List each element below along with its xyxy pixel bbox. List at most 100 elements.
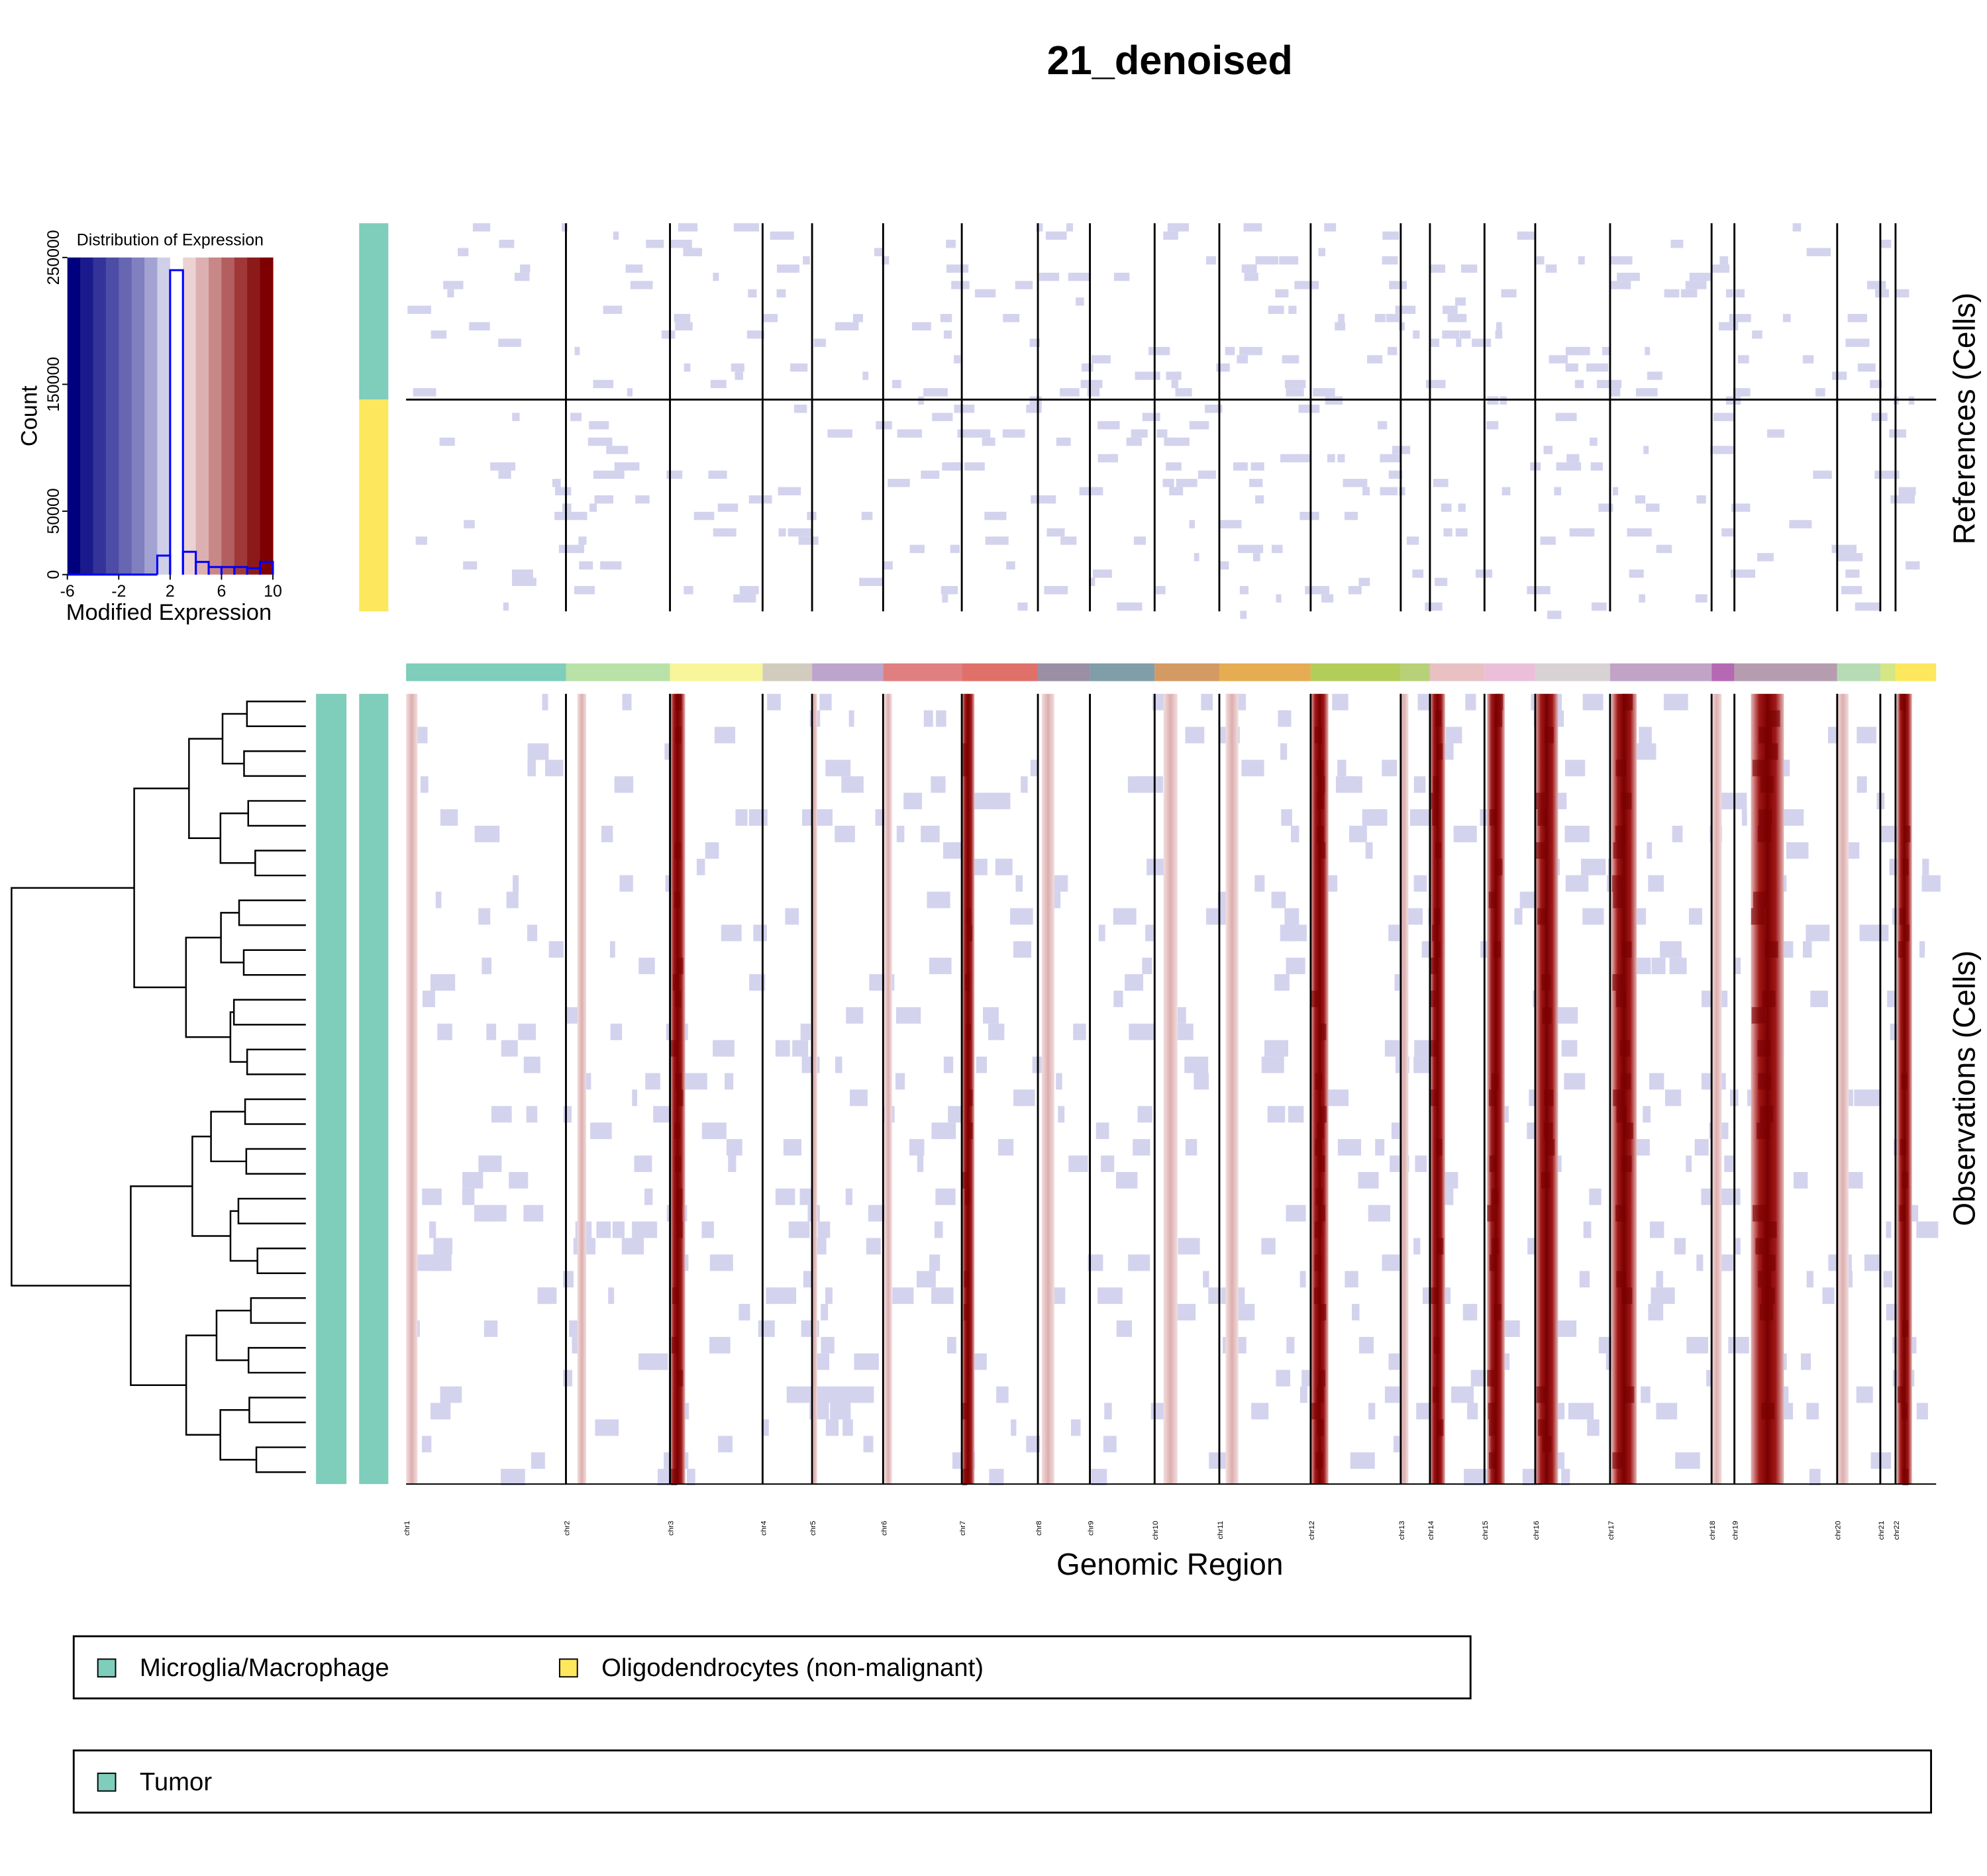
cell xyxy=(1225,346,1235,356)
cell xyxy=(431,330,447,339)
cell xyxy=(1299,1271,1306,1288)
observation-annotation xyxy=(316,693,347,1485)
cell xyxy=(414,726,428,744)
cell xyxy=(1166,371,1182,380)
cell xyxy=(520,264,531,273)
observation-annotation xyxy=(359,693,389,1485)
cell xyxy=(1045,231,1067,240)
cell xyxy=(882,561,893,570)
cell xyxy=(589,503,597,512)
cell xyxy=(1237,1304,1255,1321)
cell xyxy=(1809,1469,1821,1486)
cell xyxy=(1583,1221,1592,1238)
cell xyxy=(1857,776,1867,793)
cell xyxy=(1177,1007,1186,1024)
cell xyxy=(433,1238,452,1255)
gain-cell xyxy=(676,1188,683,1205)
gain-cell xyxy=(1537,809,1547,826)
cell xyxy=(921,825,940,842)
cell xyxy=(1857,363,1876,372)
cell xyxy=(421,1436,432,1453)
cell xyxy=(1648,875,1664,892)
cell xyxy=(621,1238,640,1255)
gain-stripe xyxy=(577,693,587,1485)
cell xyxy=(1169,487,1184,495)
x-axis-label: Modified Expression xyxy=(66,600,272,625)
dendrogram xyxy=(11,701,306,1473)
cell xyxy=(1429,264,1446,273)
gain-cell xyxy=(1543,1122,1553,1140)
histogram-bin xyxy=(259,561,274,575)
gain-stripe xyxy=(884,693,892,1485)
gain-cell xyxy=(1899,1205,1906,1222)
gain-cell xyxy=(1495,858,1503,875)
cell xyxy=(1252,553,1260,562)
gain-cell xyxy=(1545,726,1554,744)
cell xyxy=(1527,585,1551,595)
cell xyxy=(622,693,632,711)
cell xyxy=(674,314,691,322)
cell xyxy=(895,1073,905,1090)
cell xyxy=(942,594,948,603)
cell xyxy=(1338,314,1345,322)
cell xyxy=(1155,585,1166,595)
cell xyxy=(846,1007,864,1024)
cell xyxy=(748,289,757,298)
cell xyxy=(1710,446,1735,454)
color-band xyxy=(80,257,94,575)
cell xyxy=(1091,355,1111,364)
cell xyxy=(976,1056,988,1073)
gain-cell xyxy=(675,1073,682,1090)
cell xyxy=(574,346,580,356)
cell xyxy=(1255,256,1279,265)
color-band xyxy=(157,257,171,575)
cell xyxy=(1387,346,1398,356)
cell xyxy=(1026,405,1042,413)
cell xyxy=(735,371,743,380)
cell xyxy=(1647,842,1653,859)
chr-bar xyxy=(1400,663,1430,681)
cell xyxy=(761,1419,769,1436)
cell xyxy=(614,462,640,471)
x-axis-title: Genomic Region xyxy=(1056,1547,1283,1581)
gain-cell xyxy=(1431,793,1437,810)
cell xyxy=(1006,561,1015,570)
gain-cell xyxy=(677,1089,684,1107)
dendrogram-branch xyxy=(188,738,223,839)
cell xyxy=(630,281,653,289)
gain-cell xyxy=(1536,1386,1546,1403)
dendrogram-branch xyxy=(133,787,189,989)
legend: Microglia/Macrophage Oligodendrocytes (no… xyxy=(72,1635,1932,1814)
cell xyxy=(1237,355,1248,364)
cell xyxy=(1238,544,1264,554)
cell xyxy=(562,511,587,520)
cell xyxy=(1741,809,1747,826)
cell xyxy=(1406,536,1419,545)
chr-bar xyxy=(1310,663,1401,681)
gain-cell xyxy=(1315,1452,1323,1469)
cell xyxy=(1847,1089,1853,1107)
cell xyxy=(825,760,851,777)
gain-cell xyxy=(1431,1287,1437,1305)
gain-cell xyxy=(1766,710,1780,727)
cell xyxy=(1208,1287,1221,1305)
chr-label: chr12 xyxy=(1308,1521,1316,1540)
cell xyxy=(941,585,958,595)
cell xyxy=(733,223,759,232)
cell xyxy=(1380,454,1401,463)
cell xyxy=(1264,1040,1289,1057)
cell xyxy=(845,1188,852,1205)
cell xyxy=(1344,511,1358,520)
gain-cell xyxy=(1619,1040,1631,1057)
cell xyxy=(1349,825,1367,842)
cell xyxy=(943,842,964,859)
cell xyxy=(731,363,744,372)
cell xyxy=(1635,495,1646,504)
cell xyxy=(835,825,855,842)
gain-cell xyxy=(1900,693,1906,711)
gain-cell xyxy=(1901,1403,1908,1420)
cell xyxy=(1540,536,1556,545)
cell xyxy=(793,405,807,413)
cell xyxy=(705,842,719,859)
